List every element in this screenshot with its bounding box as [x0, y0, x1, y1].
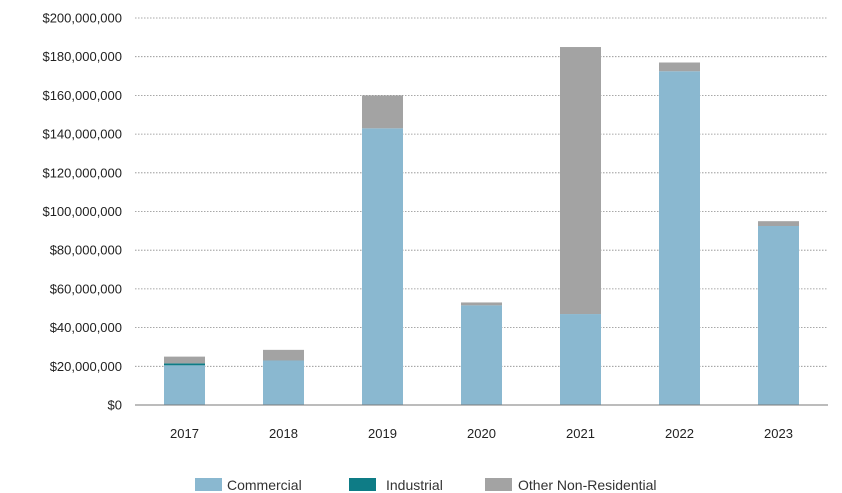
bar-commercial-2023: [758, 226, 799, 405]
bars: [164, 47, 799, 406]
x-tick-label: 2020: [467, 426, 496, 441]
y-tick-label: $0: [108, 398, 122, 413]
x-axis: 2017 2018 2019 2020 2021 2022 2023: [170, 426, 793, 441]
bar-commercial-2017: [164, 365, 205, 405]
bar-other-non-residential-2017: [164, 356, 205, 364]
y-tick-label: $200,000,000: [42, 11, 122, 26]
bar-commercial-2020: [461, 305, 502, 405]
bar-commercial-2019: [362, 128, 403, 406]
x-tick-label: 2019: [368, 426, 397, 441]
y-tick-label: $40,000,000: [50, 320, 122, 335]
legend-swatch-other-non-residential: [485, 478, 512, 491]
x-tick-label: 2022: [665, 426, 694, 441]
y-tick-label: $140,000,000: [42, 127, 122, 142]
bar-other-non-residential-2021: [560, 47, 601, 315]
bar-commercial-2022: [659, 71, 700, 406]
gridlines: [135, 17, 828, 367]
bar-commercial-2021: [560, 314, 601, 405]
legend-label: Other Non-Residential: [518, 477, 657, 493]
y-tick-label: $60,000,000: [50, 281, 122, 296]
x-tick-label: 2018: [269, 426, 298, 441]
legend-swatch-commercial: [195, 478, 222, 491]
legend-label: Industrial: [386, 477, 443, 493]
legend: Commercial Industrial Other Non-Residentia…: [195, 477, 657, 493]
legend-label: Commercial: [227, 477, 302, 493]
x-tick-label: 2017: [170, 426, 199, 441]
bar-other-non-residential-2018: [263, 349, 304, 361]
y-tick-label: $180,000,000: [42, 49, 122, 64]
bar-industrial-2017: [164, 363, 205, 366]
x-tick-label: 2021: [566, 426, 595, 441]
y-tick-label: $120,000,000: [42, 165, 122, 180]
bar-other-non-residential-2019: [362, 95, 403, 129]
y-tick-label: $160,000,000: [42, 88, 122, 103]
y-tick-label: $20,000,000: [50, 359, 122, 374]
bar-commercial-2018: [263, 360, 304, 405]
bar-other-non-residential-2022: [659, 62, 700, 72]
legend-swatch-industrial: [349, 478, 376, 491]
y-tick-label: $100,000,000: [42, 204, 122, 219]
bar-other-non-residential-2023: [758, 221, 799, 227]
y-axis: $0 $20,000,000 $40,000,000 $60,000,000 $80,0…: [42, 11, 122, 413]
bar-other-non-residential-2020: [461, 302, 502, 306]
y-tick-label: $80,000,000: [50, 243, 122, 258]
x-tick-label: 2023: [764, 426, 793, 441]
